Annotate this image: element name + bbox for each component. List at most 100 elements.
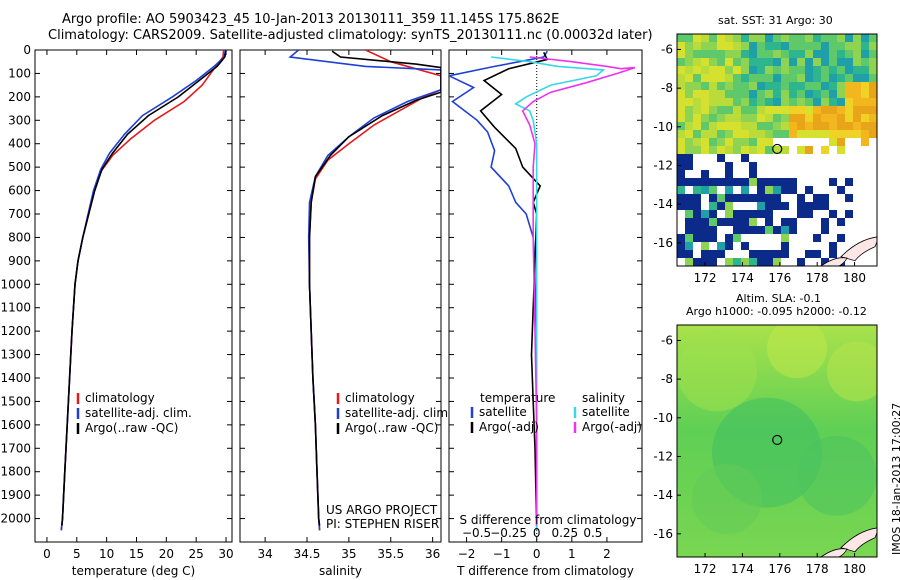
sst-cell bbox=[677, 250, 685, 258]
x-tick-label: 174 bbox=[731, 271, 754, 285]
sst-cell bbox=[741, 106, 749, 114]
sst-cell bbox=[701, 74, 709, 82]
sst-cell bbox=[717, 90, 725, 98]
legend-label: climatology bbox=[85, 391, 155, 405]
sst-cell bbox=[693, 138, 701, 146]
sst-cell bbox=[757, 250, 765, 258]
sst-cell bbox=[685, 98, 693, 106]
island-shape bbox=[840, 236, 877, 262]
sst-cell bbox=[709, 42, 717, 50]
sst-cell bbox=[693, 42, 701, 50]
sst-cell bbox=[749, 258, 757, 266]
sst-cell bbox=[709, 234, 717, 242]
x-tick-label: 10 bbox=[99, 547, 114, 561]
sst-cell bbox=[845, 74, 853, 82]
sst-cell bbox=[677, 122, 685, 130]
sst-cell bbox=[741, 218, 749, 226]
sst-cell bbox=[837, 34, 845, 42]
sst-cell bbox=[837, 74, 845, 82]
sst-gap bbox=[853, 226, 861, 234]
sst-cell bbox=[869, 114, 877, 122]
sst-cell bbox=[797, 90, 805, 98]
sst-cell bbox=[733, 50, 741, 58]
sst-cell bbox=[677, 162, 685, 170]
sst-cell bbox=[773, 250, 781, 258]
sst-cell bbox=[869, 66, 877, 74]
sst-cell bbox=[717, 138, 725, 146]
sst-cell bbox=[805, 50, 813, 58]
sst-cell bbox=[789, 218, 797, 226]
sst-cell bbox=[741, 186, 749, 194]
sst-cell bbox=[749, 146, 757, 154]
sst-cell bbox=[829, 130, 837, 138]
sst-cell bbox=[837, 66, 845, 74]
sst-cell bbox=[789, 42, 797, 50]
sst-cell bbox=[741, 178, 749, 186]
sst-cell bbox=[709, 58, 717, 66]
sst-cell bbox=[845, 114, 853, 122]
sst-cell bbox=[677, 178, 685, 186]
sst-cell bbox=[781, 42, 789, 50]
sst-cell bbox=[733, 66, 741, 74]
sst-cell bbox=[853, 98, 861, 106]
sst-cell bbox=[757, 58, 765, 66]
sst-cell bbox=[749, 34, 757, 42]
sst-cell bbox=[773, 106, 781, 114]
map1-title: sat. SST: 31 Argo: 30 bbox=[718, 14, 833, 27]
sst-cell bbox=[797, 114, 805, 122]
sst-cell bbox=[837, 90, 845, 98]
legend-label: Argo(..raw -QC) bbox=[345, 421, 438, 435]
sst-cell bbox=[773, 202, 781, 210]
sst-cell bbox=[869, 98, 877, 106]
sst-cell bbox=[789, 34, 797, 42]
sst-cell bbox=[829, 90, 837, 98]
sst-cell bbox=[749, 106, 757, 114]
y-tick-label: 900 bbox=[8, 254, 31, 268]
sst-cell bbox=[869, 42, 877, 50]
sst-cell bbox=[797, 34, 805, 42]
sst-cell bbox=[685, 226, 693, 234]
sst-gap bbox=[797, 178, 805, 186]
sst-cell bbox=[813, 90, 821, 98]
sst-cell bbox=[725, 130, 733, 138]
sst-cell bbox=[765, 34, 773, 42]
sst-cell bbox=[725, 234, 733, 242]
sst-cell bbox=[813, 202, 821, 210]
sst-cell bbox=[773, 194, 781, 202]
sst-cell bbox=[781, 234, 789, 242]
sst-cell bbox=[757, 202, 765, 210]
argo-location-marker bbox=[772, 434, 783, 446]
sst-cell bbox=[757, 90, 765, 98]
sst-cell bbox=[869, 122, 877, 130]
map-content bbox=[677, 34, 877, 266]
sst-cell bbox=[805, 202, 813, 210]
x-tick-label: 36 bbox=[425, 547, 440, 561]
sst-cell bbox=[717, 242, 725, 250]
sst-cell bbox=[837, 138, 845, 146]
sst-cell bbox=[829, 138, 837, 146]
sst-cell bbox=[709, 258, 717, 266]
sst-cell bbox=[805, 82, 813, 90]
sst-cell bbox=[701, 98, 709, 106]
series-line-3 bbox=[521, 56, 636, 526]
sst-cell bbox=[821, 218, 829, 226]
sst-cell bbox=[717, 154, 725, 162]
map2-title-line2: Argo h1000: -0.095 h2000: -0.12 bbox=[686, 305, 867, 318]
sst-cell bbox=[709, 194, 717, 202]
sst-cell bbox=[693, 90, 701, 98]
sst-cell bbox=[677, 114, 685, 122]
sst-cell bbox=[677, 90, 685, 98]
sst-cell bbox=[701, 122, 709, 130]
x-axis-label: T difference from climatology bbox=[456, 564, 634, 578]
sst-cell bbox=[757, 114, 765, 122]
sst-cell bbox=[813, 194, 821, 202]
sst-cell bbox=[733, 42, 741, 50]
sst-cell bbox=[837, 218, 845, 226]
sla-blob bbox=[827, 341, 877, 402]
sst-cell bbox=[829, 210, 837, 218]
sst-cell bbox=[829, 98, 837, 106]
sst-cell bbox=[805, 122, 813, 130]
sst-cell bbox=[693, 210, 701, 218]
sst-cell bbox=[813, 250, 821, 258]
sst-cell bbox=[845, 194, 853, 202]
